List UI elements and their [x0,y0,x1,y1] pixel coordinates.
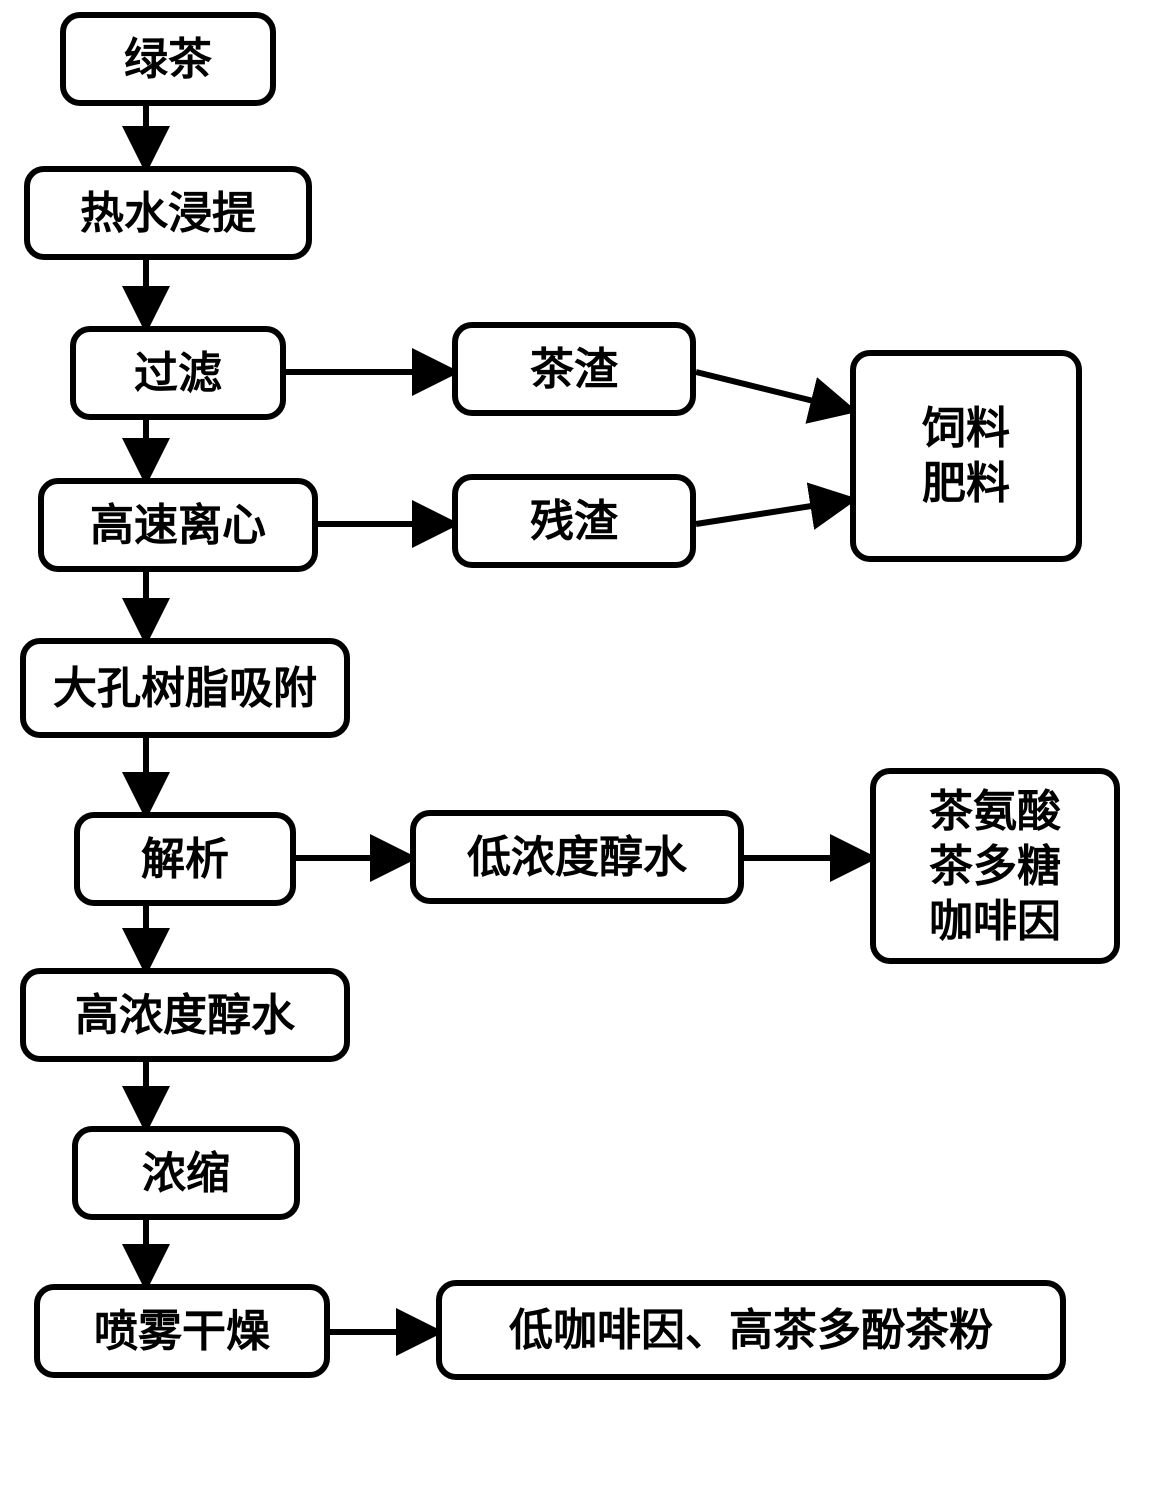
node-n3: 过滤 [70,326,286,420]
node-n11: 残渣 [452,474,696,568]
node-n7: 高浓度醇水 [20,968,350,1062]
node-n10: 茶渣 [452,322,696,416]
node-n12: 饲料 肥料 [850,350,1082,562]
node-n9: 喷雾干燥 [34,1284,330,1378]
node-n2: 热水浸提 [24,166,312,260]
edge-n10-n12 [696,372,850,410]
node-n1: 绿茶 [60,12,276,106]
edge-n11-n12 [696,500,850,524]
node-n5: 大孔树脂吸附 [20,638,350,738]
node-n6: 解析 [74,812,296,906]
node-n4: 高速离心 [38,478,318,572]
node-n15: 低咖啡因、高茶多酚茶粉 [436,1280,1066,1380]
node-n8: 浓缩 [72,1126,300,1220]
node-n14: 茶氨酸 茶多糖 咖啡因 [870,768,1120,964]
node-n13: 低浓度醇水 [410,810,744,904]
